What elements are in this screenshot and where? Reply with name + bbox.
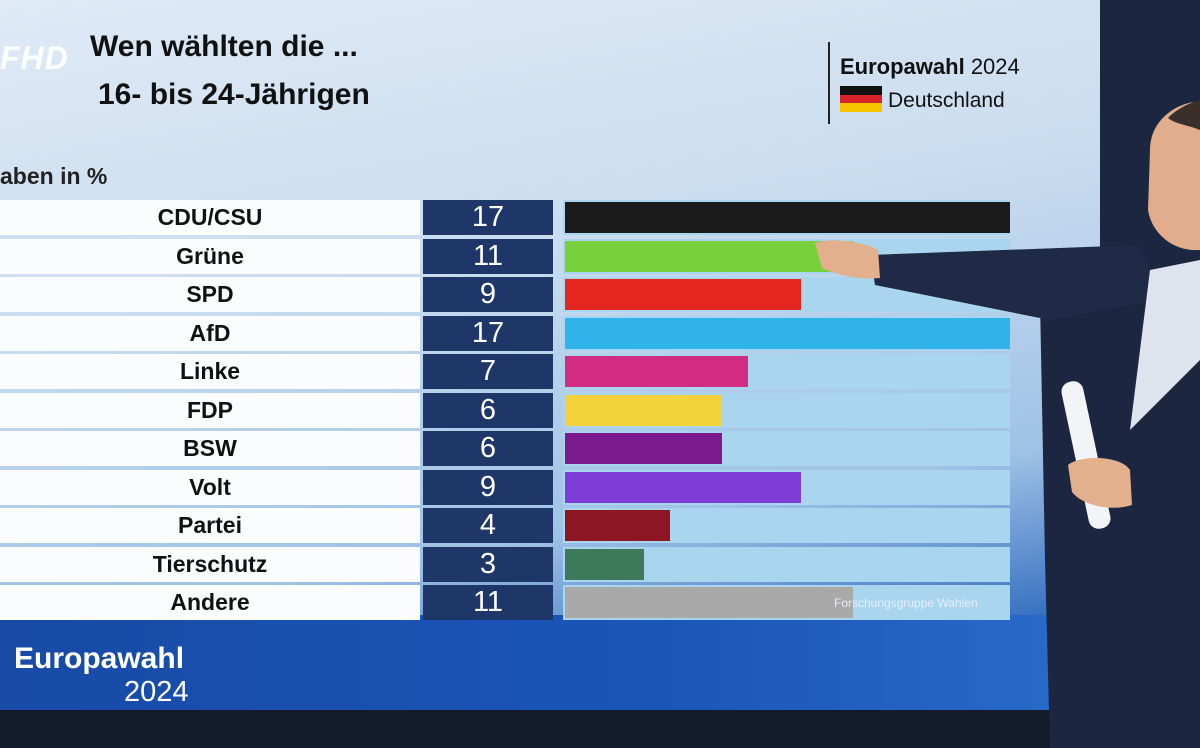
category-label: BSW [183, 435, 237, 461]
footer-year: 2024 [124, 676, 189, 708]
presenter-hair [1168, 100, 1200, 130]
chart-title-line1: Wen wählten die ... [90, 30, 358, 63]
bar-gr-ne [565, 240, 853, 272]
brand-name: Europawahl [840, 54, 965, 79]
bar-fdp [565, 394, 722, 426]
category-label: SPD [186, 281, 234, 307]
category-label: CDU/CSU [157, 204, 263, 230]
data-label: 11 [472, 239, 504, 272]
data-label: 17 [471, 201, 505, 233]
data-label: 3 [479, 547, 497, 580]
presenter-shirt [1130, 260, 1200, 430]
chart-source: Forschungsgruppe Wahlen [834, 596, 978, 610]
value-cell-bg [423, 354, 553, 389]
bar-andere [565, 587, 853, 618]
germany-flag-icon [840, 86, 882, 112]
bar-chart: CDU/CSU 17 Grüne 11 SPD 9 AfD 17 Linke 7 FDP 6 BSW 6 V… [0, 200, 1015, 625]
value-cell-bg [423, 238, 553, 274]
row-label-bg [0, 354, 420, 389]
bar-spd [565, 279, 801, 310]
category-label: AfD [189, 319, 231, 346]
bar-cdu-csu [565, 202, 1010, 233]
data-label: 17 [471, 316, 505, 349]
bar-linke [565, 356, 748, 387]
tv-bezel [0, 710, 1200, 748]
data-label: 6 [479, 393, 497, 426]
channel-logo: FHD [0, 40, 69, 76]
row-label-bg [0, 431, 420, 466]
value-cell-bg [423, 508, 553, 543]
value-cell-bg [423, 315, 553, 351]
value-cell-bg [423, 469, 553, 505]
category-label: Tierschutz [152, 550, 268, 577]
category-label: Andere [170, 589, 250, 615]
data-label: 11 [472, 586, 504, 618]
brand-year: 2024 [970, 54, 1020, 79]
brand-divider [828, 42, 830, 124]
value-cell-bg [423, 200, 553, 235]
data-label: 7 [479, 355, 497, 387]
data-label: 9 [479, 278, 497, 310]
bar-afd [565, 317, 1010, 349]
screen-bottom-band [0, 615, 1100, 710]
bar-partei [565, 510, 670, 541]
bar-volt [565, 471, 801, 503]
chart-subtitle: aben in % [0, 163, 108, 189]
row-label-bg [0, 585, 420, 620]
brand-country: Deutschland [888, 89, 1005, 112]
tv-screen: FHD Wen wählten die ... 16- bis 24-Jähri… [0, 0, 1100, 710]
row-label-bg [0, 546, 420, 582]
row-label-bg [0, 469, 420, 505]
brand-title: Europawahl 2024 [840, 54, 1020, 80]
value-cell-bg [423, 392, 553, 428]
row-label-bg [0, 315, 420, 351]
category-label: FDP [187, 396, 233, 423]
value-cell-bg [423, 431, 553, 466]
category-label: Linke [179, 358, 241, 384]
row-label-bg [0, 508, 420, 543]
row-label-bg [0, 200, 420, 235]
row-label-bg [0, 238, 420, 274]
row-label-bg [0, 277, 420, 312]
value-cell-bg [423, 585, 553, 620]
data-label: 4 [479, 509, 497, 541]
category-label: Grüne [176, 242, 244, 269]
data-label: 6 [479, 432, 497, 464]
category-label: Partei [178, 512, 242, 538]
bar-bsw [565, 433, 722, 464]
footer-brand: Europawahl [14, 642, 185, 675]
chart-title-line2: 16- bis 24-Jährigen [98, 78, 370, 111]
presenter-head [1148, 101, 1200, 251]
value-cell-bg [423, 277, 553, 312]
row-label-bg [0, 392, 420, 428]
bar-tierschutz [565, 548, 644, 580]
value-cell-bg [423, 546, 553, 582]
data-label: 9 [479, 470, 497, 503]
category-label: Volt [189, 473, 231, 500]
